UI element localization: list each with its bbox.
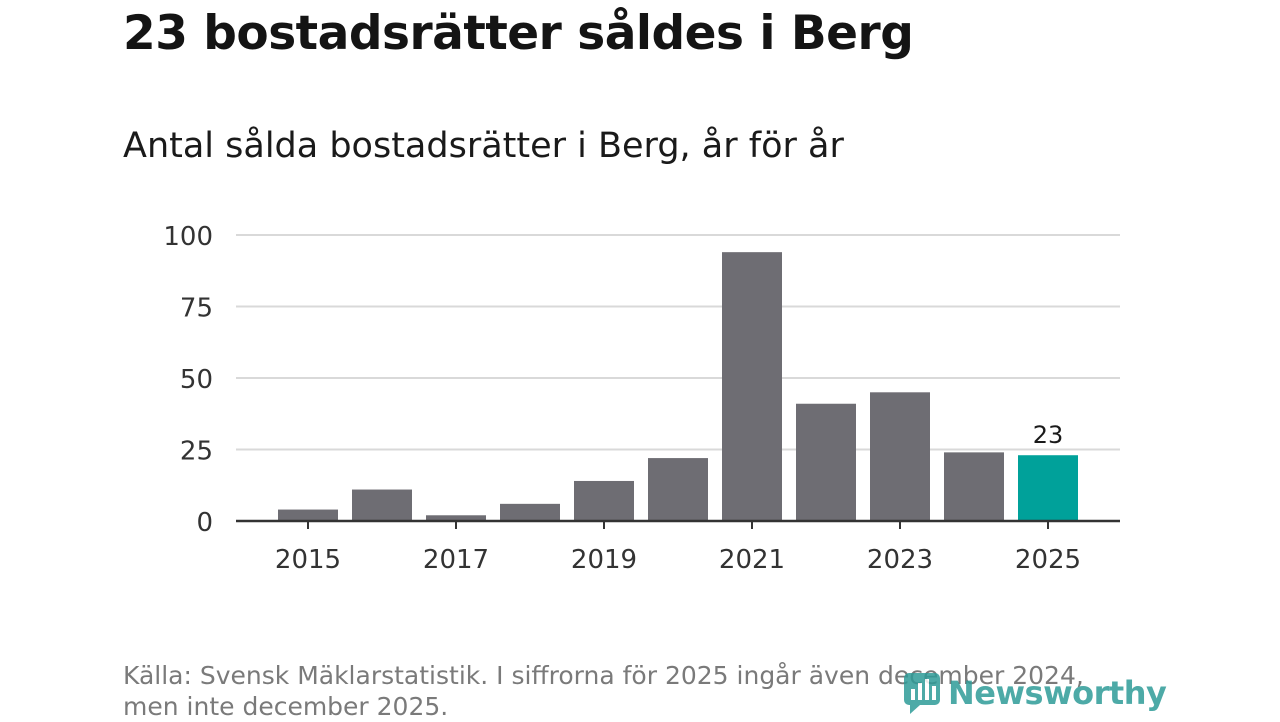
- bar-2023: [870, 392, 930, 521]
- newsworthy-logo: Newsworthy: [902, 668, 1167, 718]
- bar-2019: [574, 480, 634, 521]
- y-tick-label: 75: [180, 294, 213, 324]
- data-label: 23: [1033, 421, 1064, 449]
- x-tick-label: 2019: [571, 545, 637, 575]
- bar-2018: [500, 503, 560, 521]
- bar-2015: [278, 509, 338, 521]
- bar-2024: [944, 452, 1004, 521]
- y-tick-label: 25: [180, 437, 213, 467]
- y-tick-label: 0: [196, 508, 213, 538]
- bar-2020: [648, 458, 708, 521]
- newsworthy-logo-text: Newsworthy: [948, 674, 1167, 712]
- y-tick-label: 100: [163, 222, 213, 252]
- x-tick-label: 2025: [1015, 545, 1081, 575]
- bar-2025: [1018, 455, 1078, 521]
- x-tick-label: 2023: [867, 545, 933, 575]
- y-tick-label: 50: [180, 365, 213, 395]
- x-tick-label: 2015: [275, 545, 341, 575]
- bar-2017: [426, 515, 486, 521]
- x-tick-label: 2021: [719, 545, 785, 575]
- source-line-2: men inte december 2025.: [123, 692, 449, 721]
- bar-2022: [796, 403, 856, 521]
- bar-2016: [352, 489, 412, 521]
- newsworthy-logo-icon: [904, 673, 940, 714]
- chart-subtitle: Antal sålda bostadsrätter i Berg, år för…: [123, 126, 844, 166]
- x-tick-label: 2017: [423, 545, 489, 575]
- chart-title: 23 bostadsrätter såldes i Berg: [123, 6, 914, 61]
- bar-chart: 0 25 50 75 100 23 2015 2017 2019 2021 2023 2025: [163, 222, 1120, 575]
- bar-2021: [722, 252, 782, 521]
